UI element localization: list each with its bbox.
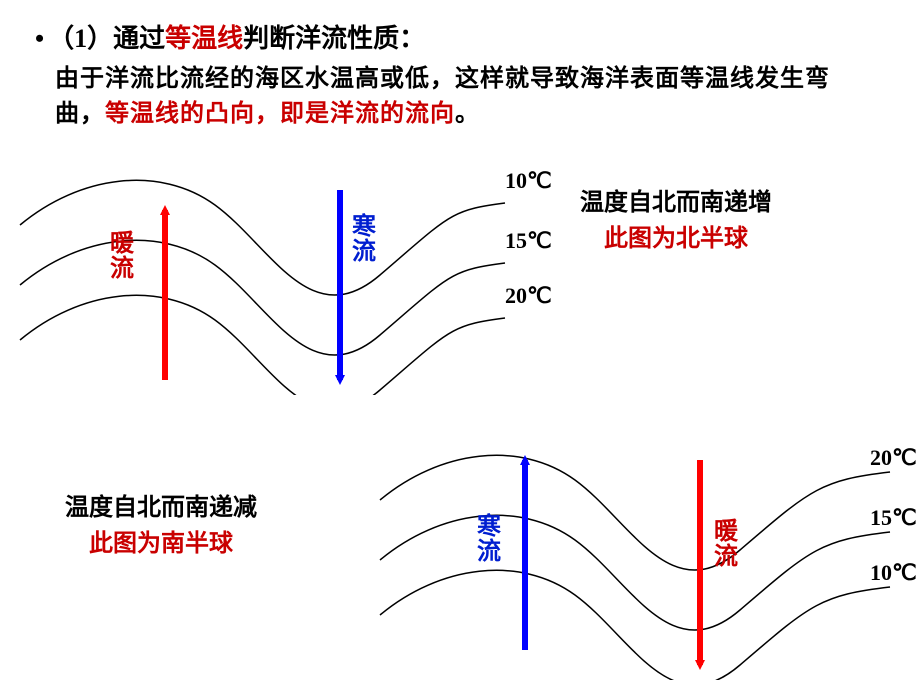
title-keyword: 等温线 [165, 24, 243, 53]
caption-south: 温度自北而南递减 此图为南半球 [65, 490, 257, 562]
caption-north-line2: 此图为北半球 [604, 226, 748, 252]
isotherms-group-1 [20, 180, 505, 395]
caption-south-line1: 温度自北而南递减 [65, 495, 257, 521]
caption-north-line1: 温度自北而南递增 [580, 190, 772, 216]
title-line: •（1）通过等温线判断洋流性质： [35, 18, 425, 55]
caption-north: 温度自北而南递增 此图为北半球 [580, 185, 772, 257]
caption-south-line2: 此图为南半球 [89, 531, 233, 557]
cold-current-label-1: 寒流 [350, 215, 378, 265]
iso-label-d2-1: 15℃ [870, 505, 917, 531]
title-suffix: 判断洋流性质： [243, 24, 425, 53]
warm-current-label-2: 暖流 [712, 520, 740, 570]
arrows-group-2 [525, 460, 700, 665]
explanation-paragraph: 由于洋流比流经的海区水温高或低，这样就导致海洋表面等温线发生弯曲，等温线的凸向，… [55, 62, 875, 132]
title-prefix: （1）通过 [48, 24, 165, 53]
iso-label-d1-0: 10℃ [505, 168, 552, 194]
isotherms-group-2 [380, 455, 890, 680]
iso-label-d1-1: 15℃ [505, 228, 552, 254]
bullet: • [35, 24, 44, 53]
iso-label-d2-0: 20℃ [870, 445, 917, 471]
warm-current-label-1: 暖流 [108, 232, 136, 282]
iso-label-d2-2: 10℃ [870, 560, 917, 586]
isotherm-diagram-south [370, 420, 900, 680]
cold-current-label-2: 寒流 [475, 515, 503, 565]
para-part2: 等温线的凸向，即是洋流的流向 [105, 101, 455, 127]
iso-label-d1-2: 20℃ [505, 283, 552, 309]
para-part3: 。 [455, 101, 480, 127]
isotherm-diagram-north [10, 155, 520, 395]
